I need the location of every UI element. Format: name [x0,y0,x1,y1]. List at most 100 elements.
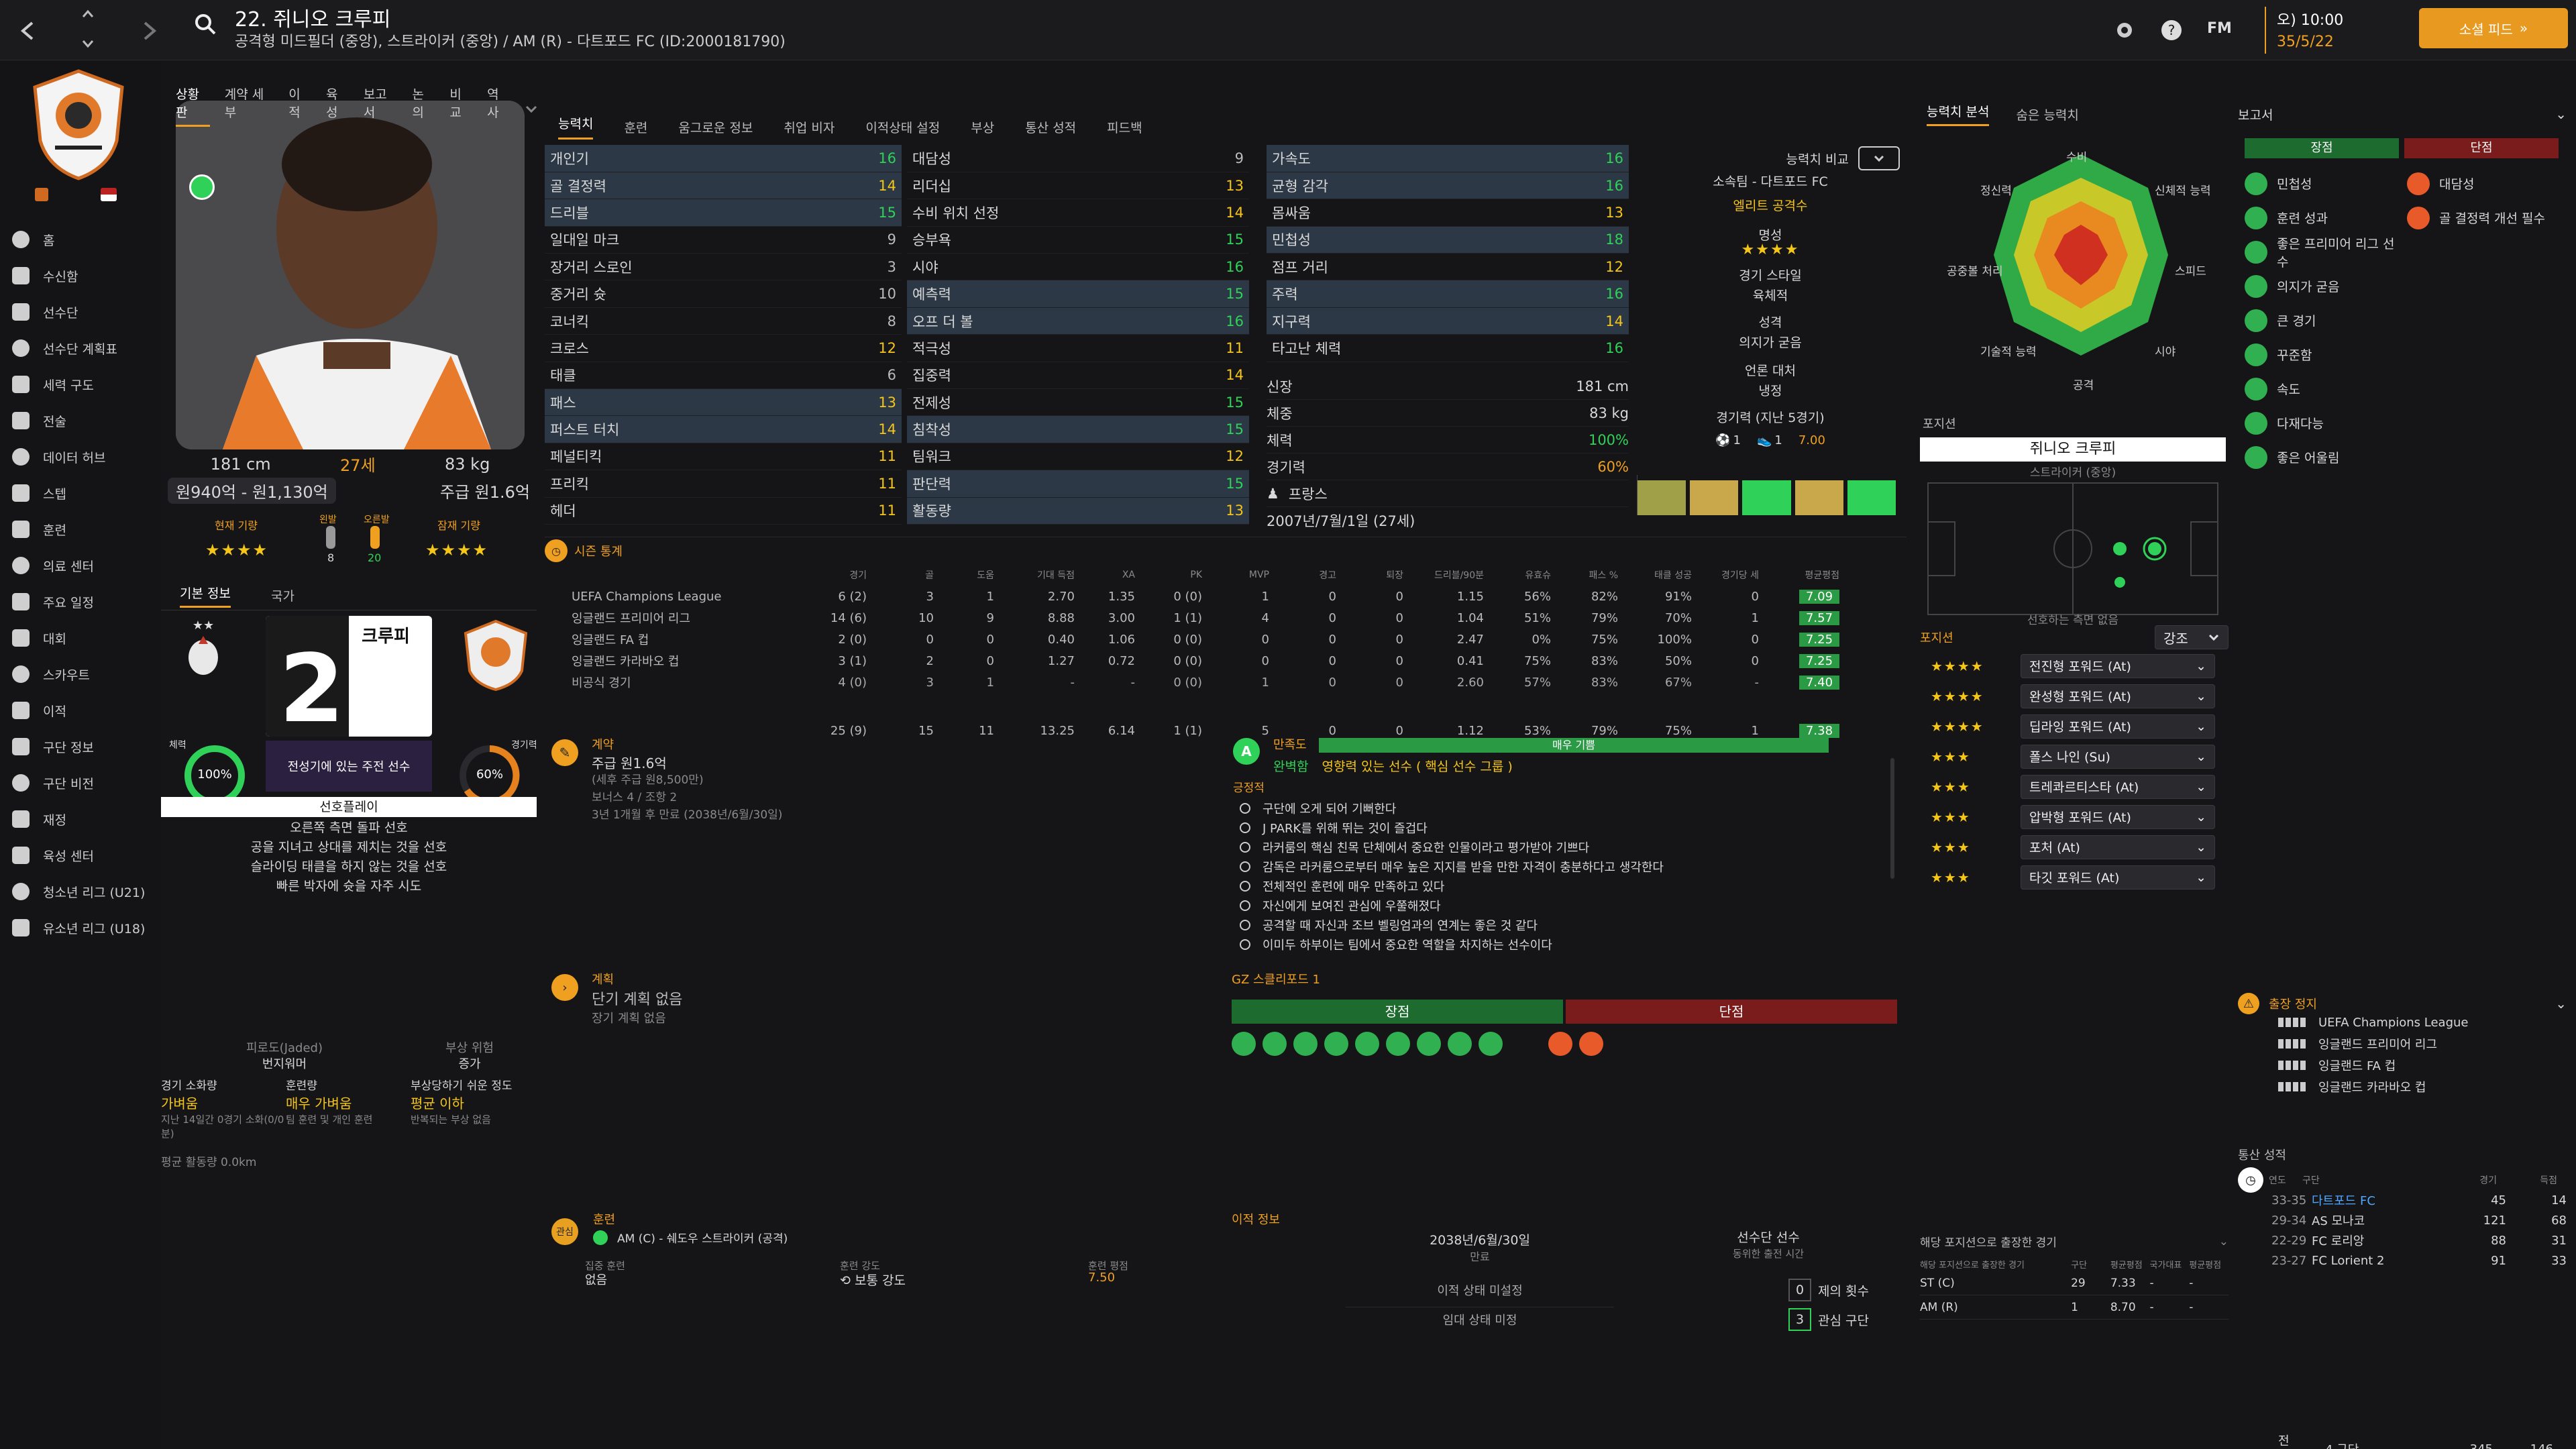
role-row[interactable]: ★★★ 타깃 포워드 (At) ⌄ [1920,862,2229,892]
role-row[interactable]: ★★★★ 딥라잉 포워드 (At) ⌄ [1920,711,2229,741]
attribute-row[interactable]: 오프 더 볼 16 [907,307,1249,335]
nav-item[interactable]: 데이터 허브 [0,439,161,475]
contract-title[interactable]: 계약 [592,738,614,752]
attribute-row[interactable]: 개인기 16 [545,145,902,172]
attribute-row[interactable]: 집중력 14 [907,362,1249,390]
happiness-title[interactable]: 만족도 [1273,738,1307,752]
nav-item[interactable]: 훈련 [0,511,161,547]
nav-item[interactable]: 육성 센터 [0,837,161,873]
search-icon[interactable] [193,12,217,36]
nav-item[interactable]: 구단 비전 [0,765,161,801]
season-stats-header[interactable]: ◷ 시즌 통계 [545,537,1907,564]
attribute-row[interactable]: 전제성 15 [907,388,1249,417]
attribute-row[interactable]: 대담성 9 [907,145,1249,172]
menu-tab[interactable]: 상황판 [176,85,210,127]
role-dropdown[interactable]: 압박형 포워드 (At) ⌄ [2021,804,2215,829]
nav-item[interactable]: 의료 센터 [0,547,161,584]
back-icon[interactable] [15,17,42,44]
strength-dropdown[interactable]: 강조 [2155,625,2229,649]
season-header-cell[interactable]: 유효슈 [1525,570,1551,581]
attribute-row[interactable]: 패스 13 [545,388,902,417]
interest-row[interactable]: 3 관심 구단 [1788,1308,1869,1331]
nav-item[interactable]: 선수단 계획표 [0,330,161,366]
nav-item[interactable]: 유소년 리그 (U18) [0,910,161,946]
compare-dropdown[interactable] [1858,146,1900,170]
role-row[interactable]: ★★★★ 전진형 포워드 (At) ⌄ [1920,651,2229,681]
role-row[interactable]: ★★★ 트레콰르티스타 (At) ⌄ [1920,771,2229,802]
attribute-row[interactable]: 침착성 15 [907,415,1249,443]
attribute-row[interactable]: 골 결정력 14 [545,172,902,200]
menu-tab[interactable]: 보고서 [363,87,387,120]
attribute-row[interactable]: 헤더 11 [545,497,902,525]
season-header-cell[interactable]: 골 [925,570,934,581]
nav-item[interactable]: 구단 정보 [0,729,161,765]
tab-item[interactable]: 능력치 [558,114,594,140]
tab-basic-info[interactable]: 기본 정보 [180,584,231,608]
nav-item[interactable]: 스텝 [0,475,161,511]
season-header-cell[interactable]: 태클 성공 [1654,570,1692,581]
attribute-row[interactable]: 태클 6 [545,362,902,390]
report-chevron-icon[interactable]: ⌄ [2555,106,2567,122]
season-header-cell[interactable]: 패스 % [1589,570,1618,581]
role-dropdown[interactable]: 폴스 나인 (Su) ⌄ [2021,744,2215,769]
nav-item[interactable]: 대회 [0,620,161,656]
menu-tab[interactable]: 계약 세부 [224,87,264,120]
attribute-row[interactable]: 균형 감각 16 [1267,172,1629,200]
attribute-row[interactable]: 드리블 15 [545,199,902,227]
nav-item[interactable]: 재정 [0,801,161,837]
season-header-cell[interactable]: 경고 [1319,570,1336,581]
attribute-row[interactable]: 리더십 13 [907,172,1249,200]
club-small-icon[interactable] [35,188,48,201]
season-header-cell[interactable]: 드리블/90분 [1434,570,1484,581]
tab-item[interactable]: 움그로운 정보 [678,120,753,136]
tab-item[interactable]: 피드백 [1107,120,1142,136]
attribute-row[interactable]: 프리킥 11 [545,470,902,498]
attribute-row[interactable]: 시야 16 [907,253,1249,281]
nav-item[interactable]: 선수단 [0,294,161,330]
club-crest-icon[interactable] [28,67,129,181]
scout-title[interactable]: GZ 스클리포드 1 [1232,973,1320,987]
menu-tab[interactable]: 논의 [412,87,425,120]
attribute-row[interactable]: 페널티킥 11 [545,443,902,471]
scrollbar[interactable] [1890,758,1894,879]
forward-icon[interactable] [136,17,162,44]
attribute-row[interactable]: 타고난 체력 16 [1267,334,1629,362]
nav-item[interactable]: 수신함 [0,258,161,294]
help-icon[interactable]: ? [2160,19,2183,42]
tab-item[interactable]: 이적상태 설정 [865,120,941,136]
attribute-row[interactable]: 크로스 12 [545,334,902,362]
chevron-down-icon[interactable] [79,35,97,52]
nav-item[interactable]: 스카우트 [0,656,161,692]
attribute-row[interactable]: 몸싸움 13 [1267,199,1629,227]
plan-title[interactable]: 계획 [592,973,614,987]
attribute-row[interactable]: 민첩성 18 [1267,226,1629,254]
menu-tab[interactable]: 비교 [449,87,462,120]
cog-icon[interactable] [2113,19,2136,42]
season-header-cell[interactable]: 기대 득점 [1037,570,1075,581]
role-dropdown[interactable]: 포처 (At) ⌄ [2021,835,2215,859]
social-feed-button[interactable]: 소셜 피드 » [2419,8,2568,48]
attribute-row[interactable]: 활동량 13 [907,497,1249,525]
training-title[interactable]: 훈련 [593,1213,616,1227]
transfer-title[interactable]: 이적 정보 [1232,1213,1280,1227]
attribute-row[interactable]: 주력 16 [1267,280,1629,308]
season-row[interactable]: 잉글랜드 카라바오 컵 3 (1) 2 0 1.27 0.72 0 (0) 0 0 0 0.41 75… [545,650,1907,672]
role-dropdown[interactable]: 타깃 포워드 (At) ⌄ [2021,865,2215,890]
season-header-cell[interactable]: 도움 [977,570,994,581]
attribute-row[interactable]: 승부욕 15 [907,226,1249,254]
tab-attribute-analysis[interactable]: 능력치 분석 [1927,102,1990,126]
season-header-cell[interactable]: XA [1122,570,1135,580]
role-row[interactable]: ★★★★ 완성형 포워드 (At) ⌄ [1920,681,2229,711]
season-header-cell[interactable]: MVP [1248,570,1269,580]
attribute-row[interactable]: 장거리 스로인 3 [545,253,902,281]
attribute-row[interactable]: 퍼스트 터치 14 [545,415,902,443]
role-dropdown[interactable]: 완성형 포워드 (At) ⌄ [2021,684,2215,708]
chevron-icon[interactable]: ⌄ [2218,1234,2229,1248]
tab-item[interactable]: 부상 [971,120,995,136]
attribute-row[interactable]: 일대일 마크 9 [545,226,902,254]
season-row[interactable]: UEFA Champions League 6 (2) 3 1 2.70 1.35 0 (0… [545,586,1907,607]
season-header-cell[interactable]: 경기 [849,570,867,581]
role-dropdown[interactable]: 전진형 포워드 (At) ⌄ [2021,653,2215,678]
nav-item[interactable]: 세력 구도 [0,366,161,402]
career-row[interactable]: 33-35 다트포드 FC 45 14 [2271,1190,2567,1210]
